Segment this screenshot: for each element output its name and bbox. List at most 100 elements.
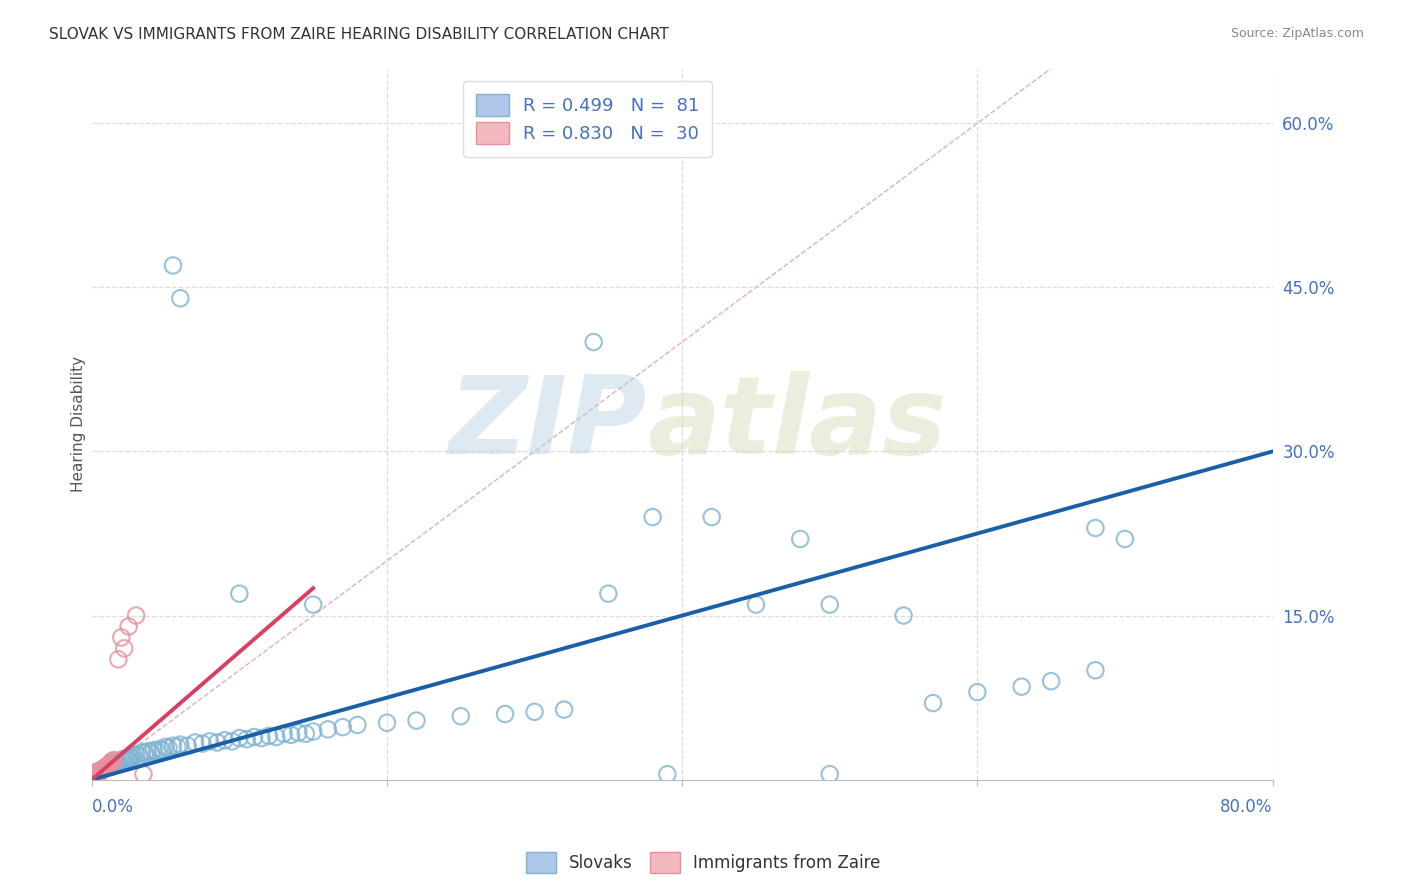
Point xyxy=(86,767,108,781)
Point xyxy=(221,734,243,748)
Point xyxy=(83,767,105,781)
Point xyxy=(966,685,988,699)
Point xyxy=(287,725,309,739)
Point xyxy=(494,706,516,721)
Point xyxy=(101,759,124,773)
Point xyxy=(120,749,142,764)
Point xyxy=(346,718,368,732)
Point xyxy=(598,587,620,601)
Point xyxy=(118,619,141,633)
Point xyxy=(523,705,546,719)
Point xyxy=(405,714,427,728)
Point xyxy=(91,763,114,777)
Point xyxy=(152,743,174,757)
Point xyxy=(145,744,167,758)
Point xyxy=(103,756,125,771)
Point xyxy=(128,748,150,763)
Point xyxy=(657,767,679,781)
Point xyxy=(114,753,136,767)
Legend: R = 0.499   N =  81, R = 0.830   N =  30: R = 0.499 N = 81, R = 0.830 N = 30 xyxy=(464,81,711,157)
Point xyxy=(1084,521,1107,535)
Point xyxy=(1114,532,1136,546)
Point xyxy=(94,762,117,776)
Point xyxy=(89,766,111,780)
Point xyxy=(84,768,107,782)
Point xyxy=(82,768,104,782)
Point xyxy=(162,739,184,753)
Point xyxy=(257,729,280,743)
Point xyxy=(177,739,200,753)
Point xyxy=(302,724,325,739)
Point xyxy=(84,767,107,781)
Point xyxy=(105,757,128,772)
Point xyxy=(103,758,125,772)
Point xyxy=(122,748,145,763)
Point xyxy=(131,745,153,759)
Point xyxy=(89,764,111,779)
Point xyxy=(98,758,121,772)
Point xyxy=(90,764,112,778)
Point xyxy=(90,764,112,778)
Point xyxy=(228,587,250,601)
Point xyxy=(132,767,155,781)
Point xyxy=(83,766,105,780)
Point xyxy=(125,747,148,762)
Point xyxy=(108,755,131,769)
Text: SLOVAK VS IMMIGRANTS FROM ZAIRE HEARING DISABILITY CORRELATION CHART: SLOVAK VS IMMIGRANTS FROM ZAIRE HEARING … xyxy=(49,27,669,42)
Point xyxy=(121,751,143,765)
Point xyxy=(316,723,339,737)
Point xyxy=(184,735,207,749)
Point xyxy=(169,738,191,752)
Point xyxy=(103,753,125,767)
Point xyxy=(139,745,162,759)
Point xyxy=(745,598,768,612)
Point xyxy=(191,737,214,751)
Point xyxy=(198,734,221,748)
Point xyxy=(149,742,172,756)
Point xyxy=(243,730,266,744)
Point xyxy=(101,754,124,768)
Point xyxy=(96,759,118,773)
Point xyxy=(96,759,118,773)
Point xyxy=(107,652,129,666)
Point xyxy=(922,696,945,710)
Point xyxy=(107,756,129,771)
Point xyxy=(84,764,107,779)
Point xyxy=(115,751,138,765)
Point xyxy=(214,733,236,747)
Point xyxy=(112,752,135,766)
Point xyxy=(169,291,191,305)
Point xyxy=(295,727,318,741)
Point xyxy=(157,740,180,755)
Point xyxy=(93,762,115,776)
Point xyxy=(1084,663,1107,677)
Point xyxy=(273,727,295,741)
Point xyxy=(93,762,115,776)
Text: ZIP: ZIP xyxy=(449,371,647,477)
Point xyxy=(450,709,472,723)
Point xyxy=(89,764,111,778)
Point xyxy=(375,715,398,730)
Point xyxy=(155,739,177,754)
Text: 80.0%: 80.0% xyxy=(1220,797,1272,815)
Point xyxy=(641,510,664,524)
Point xyxy=(162,259,184,273)
Point xyxy=(1040,674,1063,689)
Point xyxy=(97,758,120,772)
Point xyxy=(118,752,141,766)
Point xyxy=(266,730,288,744)
Point xyxy=(1011,680,1033,694)
Point xyxy=(166,739,188,754)
Point xyxy=(96,759,118,773)
Point xyxy=(302,598,325,612)
Point xyxy=(582,334,605,349)
Point xyxy=(818,598,841,612)
Point xyxy=(100,755,122,769)
Point xyxy=(136,744,159,758)
Point xyxy=(97,761,120,775)
Point xyxy=(91,763,114,777)
Point xyxy=(98,757,121,772)
Point xyxy=(83,769,105,783)
Point xyxy=(112,641,135,656)
Point xyxy=(104,755,127,769)
